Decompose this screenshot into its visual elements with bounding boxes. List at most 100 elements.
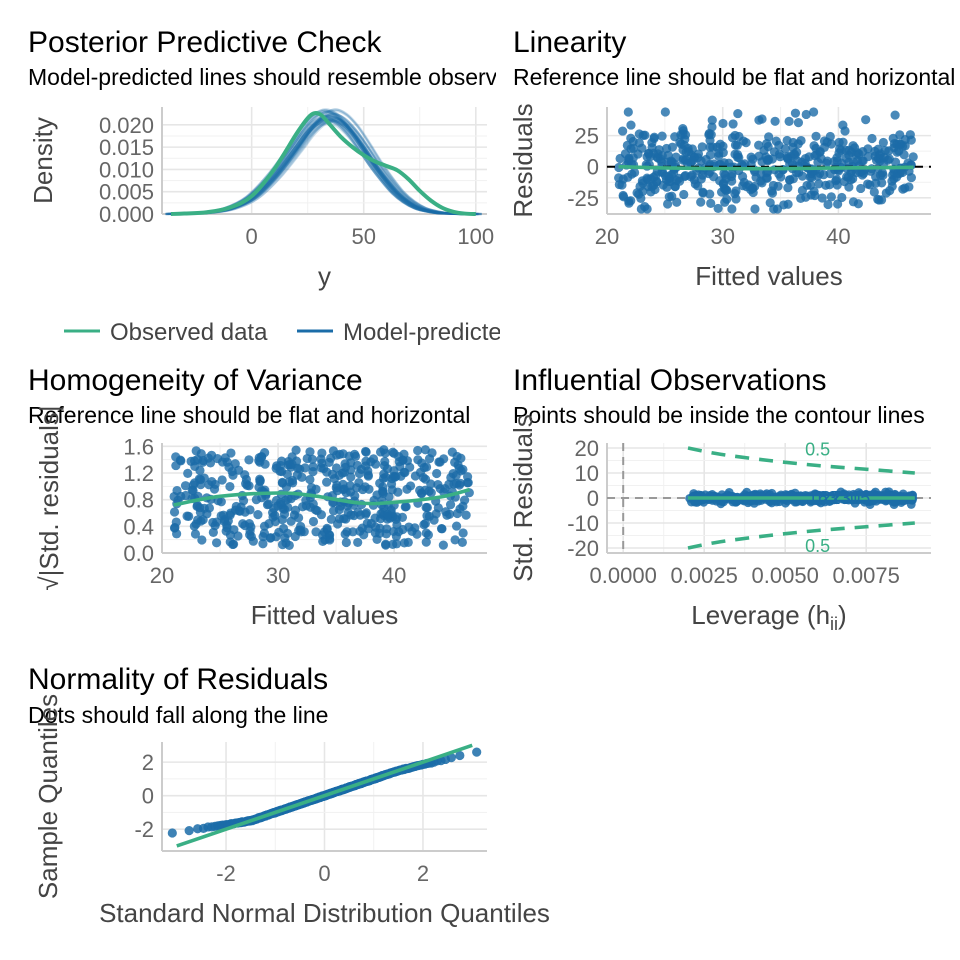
y-tick-label: 0 [587,486,599,511]
variance-point [437,524,447,534]
variance-point [228,470,238,480]
residual-point [885,186,895,196]
residual-point [783,183,793,193]
predicted-line [165,118,471,216]
variance-point [209,484,220,494]
x-tick-label: -2 [216,861,236,886]
panel-normality-of-residuals: Normality of Residuals Dots should fall a… [28,663,550,928]
variance-point [458,528,468,538]
residual-point [809,107,819,117]
panel-subtitle: Dots should fall along the line [28,702,328,728]
residual-point [720,197,730,207]
variance-point [307,454,318,464]
y-tick-label: 10 [575,461,599,486]
variance-point [171,452,181,462]
variance-point [208,527,218,538]
residual-point [618,126,628,136]
panel-title: Homogeneity of Variance [28,364,363,397]
y-tick-label: 0.010 [99,157,154,182]
variance-point [361,456,371,466]
x-axis-label-subscript: ii [830,614,838,634]
variance-point [189,521,199,531]
variance-point [407,526,417,537]
x-tick-label: 0.0025 [671,563,738,588]
residual-point [638,130,648,140]
residual-point [771,136,781,146]
variance-points [169,445,474,550]
variance-point [240,470,250,480]
contour-label-upper: 0.5 [805,440,830,460]
predicted-line [177,117,482,216]
x-tick-label: 0.0050 [752,563,819,588]
variance-point [244,455,254,465]
variance-point [260,459,270,469]
variance-point [338,449,348,459]
variance-point [255,476,265,487]
y-tick-label: 25 [575,124,599,149]
y-tick-label: 2 [142,750,154,775]
residual-point [790,150,800,160]
predicted-line [174,112,480,216]
residual-point [801,109,811,120]
residual-point [647,143,657,153]
residual-point [811,131,821,141]
predicted-line [174,119,480,216]
variance-point [284,540,294,550]
residual-point [810,190,820,201]
variance-point [245,505,255,515]
variance-point [197,535,207,545]
variance-point [322,525,332,535]
variance-point [370,522,381,532]
y-tick-label: -2 [134,817,154,842]
variance-point [456,453,466,463]
variance-point [180,481,191,491]
residual-point [666,158,676,168]
variance-point [405,481,416,491]
residual-point [664,192,674,202]
predicted-line [175,108,481,216]
variance-point [399,538,409,548]
fit-line [618,164,914,171]
variance-point [189,456,200,466]
panel-subtitle: Model-predicted lines should resemble ob… [28,64,616,90]
variance-point [256,452,267,462]
residual-point [687,170,697,180]
legend-label-predicted: Model-predicted data [343,319,569,346]
panel-linearity: Linearity Reference line should be flat a… [508,26,955,291]
residual-point [762,138,772,149]
outlier-label: 163 [808,488,838,508]
variance-point [438,540,448,550]
y-tick-label: 1.2 [123,461,154,486]
residual-point [784,116,794,127]
variance-point [388,539,398,549]
variance-point [391,471,401,482]
y-axis-label: Residuals [508,103,538,217]
residual-point [846,175,856,185]
outlier-label: 1 [850,488,860,508]
x-axis-label: y [318,261,331,291]
residual-point [640,201,650,212]
residual-point [754,115,764,125]
residual-point [704,128,714,139]
y-tick-label: 1.6 [123,434,154,459]
y-tick-label: 0.015 [99,135,154,160]
x-tick-label: 40 [382,563,406,588]
residual-point [876,149,886,159]
variance-point [359,530,369,540]
x-axis-label: Standard Normal Distribution Quantiles [99,898,550,928]
variance-point [251,495,261,505]
residual-point [727,204,737,214]
residual-point [819,142,829,152]
panel-posterior-predictive-check: Posterior Predictive Check Model-predicte… [28,26,616,346]
residual-point [697,142,707,152]
variance-point [301,495,311,505]
residual-point [825,169,835,179]
x-tick-label: 30 [266,563,290,588]
variance-point [231,501,241,512]
variance-point [381,472,391,482]
y-axis-label: √|Std. residuals| [34,405,64,590]
variance-point [272,461,282,471]
residual-point [823,199,833,210]
residual-point [863,151,873,162]
